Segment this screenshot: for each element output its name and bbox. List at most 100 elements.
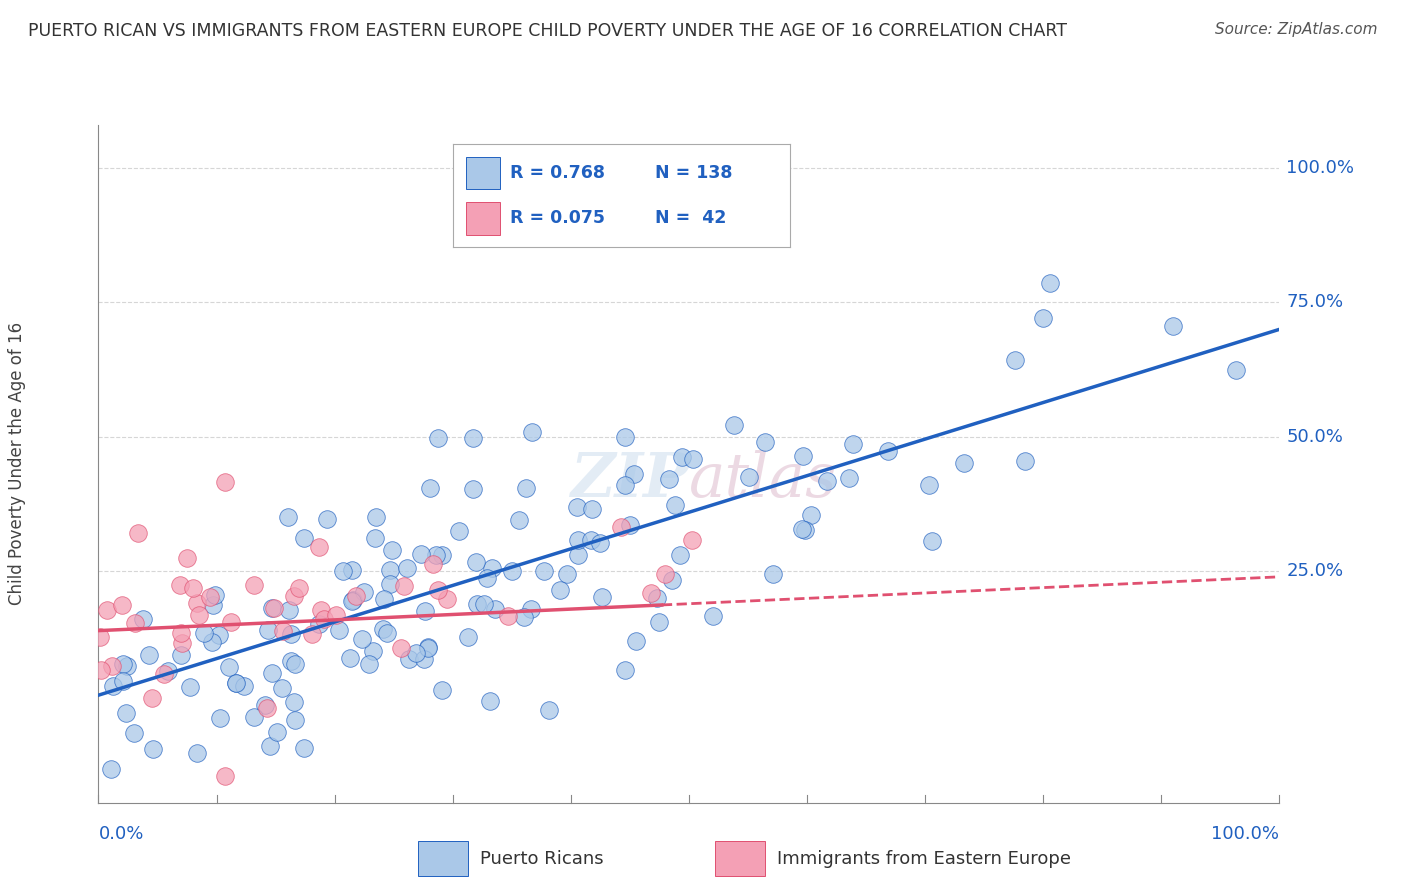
Point [409, 548, 432, 562]
Point [270, 681, 292, 695]
Bar [467, 157, 501, 189]
Point [422, 557, 444, 571]
Point [1225, 363, 1247, 377]
Point [702, 608, 724, 623]
Point [254, 698, 277, 712]
Point [380, 543, 402, 558]
Text: 100.0%: 100.0% [1286, 159, 1354, 177]
Point [623, 467, 645, 482]
Point [283, 589, 305, 603]
Point [449, 524, 471, 539]
Text: N =  42: N = 42 [655, 210, 727, 227]
Point [565, 500, 588, 515]
Point [373, 591, 395, 606]
Point [430, 683, 453, 698]
Point [342, 592, 364, 607]
Point [419, 481, 441, 495]
Point [645, 591, 668, 605]
Point [664, 498, 686, 512]
Point [122, 725, 145, 739]
Point [364, 510, 387, 524]
Point [332, 565, 354, 579]
Point [141, 691, 163, 706]
Point [124, 615, 146, 630]
Point [761, 566, 783, 581]
Point [520, 601, 543, 615]
Point [287, 582, 309, 596]
Point [233, 679, 256, 693]
Point [328, 624, 350, 638]
Point [243, 578, 266, 592]
Point [1039, 277, 1062, 291]
Point [225, 676, 247, 690]
Point [280, 654, 302, 668]
Point [209, 711, 232, 725]
Text: 25.0%: 25.0% [1286, 563, 1344, 581]
Point [463, 483, 485, 497]
Point [426, 431, 449, 445]
Point [176, 551, 198, 566]
Point [169, 578, 191, 592]
Point [111, 673, 134, 688]
Point [671, 450, 693, 464]
Point [426, 583, 449, 598]
Point [472, 598, 495, 612]
Point [654, 566, 676, 581]
Point [188, 607, 211, 622]
Point [284, 714, 307, 728]
Point [463, 431, 485, 445]
Text: R = 0.075: R = 0.075 [510, 210, 605, 227]
Point [127, 526, 149, 541]
Text: ZIP: ZIP [569, 450, 689, 510]
Point [342, 594, 364, 608]
Point [792, 522, 814, 536]
Point [398, 651, 420, 665]
Point [754, 434, 776, 449]
Text: atlas: atlas [689, 450, 838, 510]
Point [838, 470, 860, 484]
Point [208, 628, 231, 642]
Text: Immigrants from Eastern Europe: Immigrants from Eastern Europe [778, 849, 1071, 868]
Point [214, 770, 236, 784]
Point [619, 518, 641, 533]
Point [792, 449, 814, 463]
Point [430, 548, 453, 562]
Point [271, 624, 294, 639]
Point [201, 635, 224, 649]
Point [138, 648, 160, 662]
Point [218, 660, 240, 674]
Point [89, 630, 111, 644]
Bar [716, 841, 765, 876]
Point [198, 591, 221, 605]
Point [266, 725, 288, 739]
Point [581, 502, 603, 516]
Point [186, 596, 208, 610]
Point [202, 599, 225, 613]
Point [567, 548, 589, 562]
Point [314, 612, 336, 626]
Point [292, 531, 315, 545]
Point [501, 564, 523, 578]
Point [96, 603, 118, 617]
Point [186, 746, 208, 760]
Point [111, 657, 134, 672]
Point [219, 615, 242, 629]
Point [533, 564, 555, 578]
Point [170, 636, 193, 650]
Point [259, 739, 281, 753]
Point [204, 587, 226, 601]
Point [193, 625, 215, 640]
Point [647, 615, 669, 629]
Point [557, 566, 579, 581]
Bar [467, 202, 501, 235]
Point [142, 741, 165, 756]
Point [842, 437, 865, 451]
Point [481, 561, 503, 575]
Point [325, 608, 347, 623]
Point [465, 597, 488, 611]
Point [624, 634, 647, 648]
Point [392, 579, 415, 593]
Point [614, 478, 637, 492]
Point [953, 456, 976, 470]
Point [794, 523, 817, 537]
